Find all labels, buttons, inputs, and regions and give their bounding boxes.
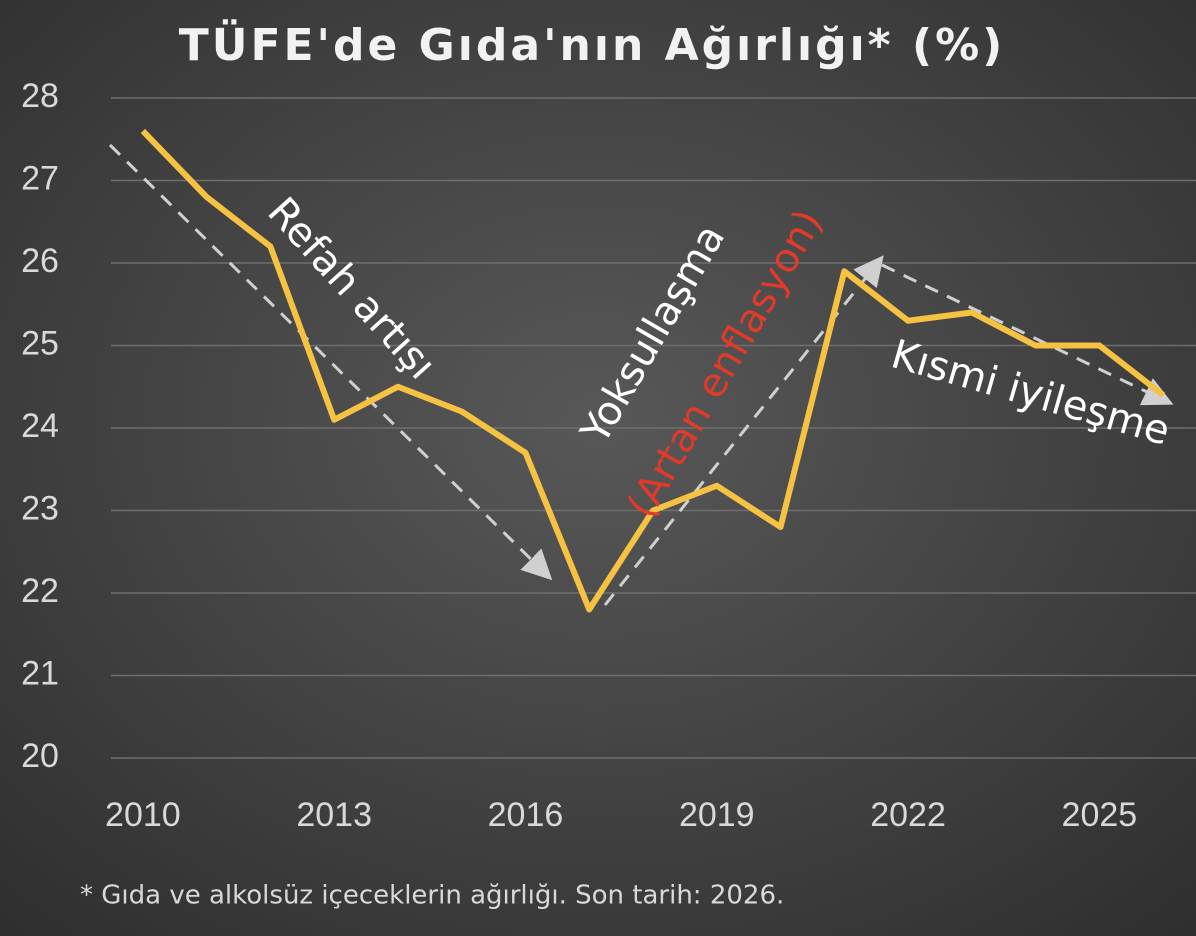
y-tick-label: 28 [21, 77, 59, 115]
y-tick-label: 22 [21, 572, 59, 610]
x-tick-label: 2022 [870, 796, 946, 834]
x-tick-label: 2013 [296, 796, 372, 834]
y-tick-label: 24 [21, 407, 59, 445]
data-line [140, 128, 1165, 613]
arrow [881, 263, 1174, 406]
y-tick-label: 23 [21, 489, 59, 527]
y-tick-label: 20 [21, 737, 59, 775]
x-tick-label: 2010 [105, 796, 181, 834]
y-tick-label: 26 [21, 242, 59, 280]
y-tick-label: 27 [21, 159, 59, 197]
x-tick-label: 2016 [488, 796, 564, 834]
x-tick-label: 2019 [679, 796, 755, 834]
x-tick-label: 2025 [1062, 796, 1138, 834]
arrow [108, 143, 553, 581]
y-tick-label: 21 [21, 654, 59, 692]
y-tick-label: 25 [21, 324, 59, 362]
chart-title: TÜFE'de Gıda'nın Ağırlığı* (%) [179, 18, 1006, 71]
footnote: * Gıda ve alkolsüz içeceklerin ağırlığı.… [80, 881, 784, 911]
